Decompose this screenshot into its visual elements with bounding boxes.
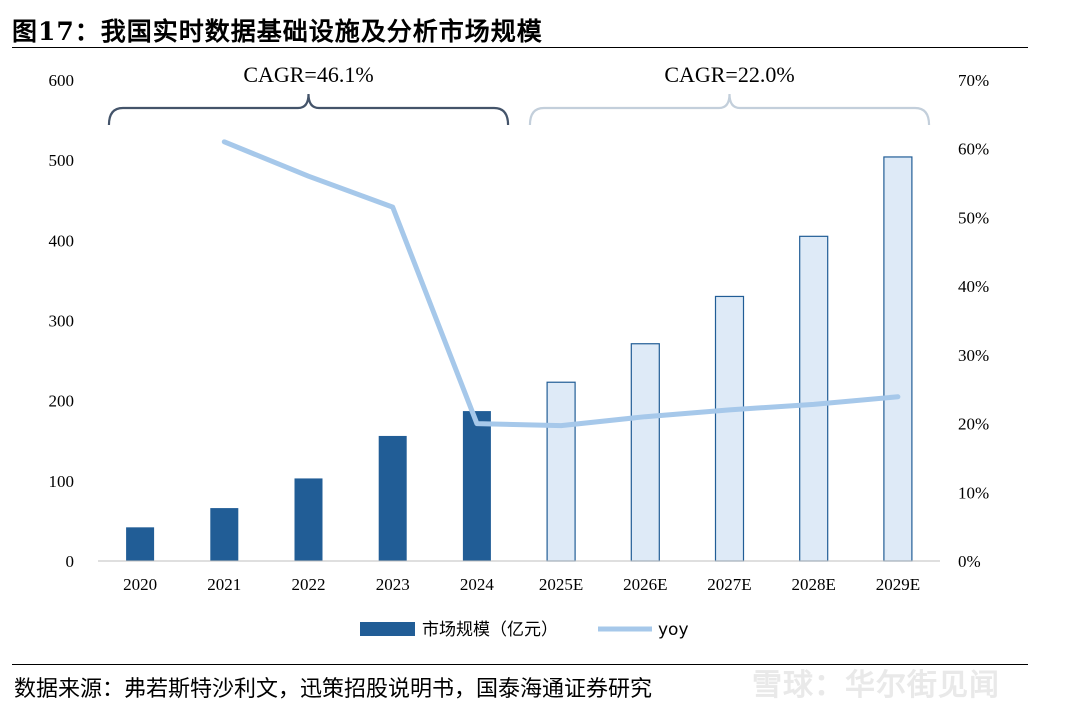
y-left-tick-label: 100 xyxy=(49,472,75,491)
cagr-label-2: CAGR=22.0% xyxy=(664,62,794,87)
y-left-tick-label: 0 xyxy=(66,552,75,571)
y-right-tick-label: 30% xyxy=(958,346,989,365)
legend-label-bar: 市场规模（亿元） xyxy=(422,620,558,640)
x-tick-label: 2027E xyxy=(707,575,751,594)
y-right-tick-label: 40% xyxy=(958,277,989,296)
x-tick-label: 2022 xyxy=(292,575,326,594)
y-left-tick-label: 600 xyxy=(49,71,75,90)
y-left-tick-label: 300 xyxy=(49,312,75,331)
x-tick-label: 2024 xyxy=(460,575,495,594)
bar-2028E xyxy=(799,235,829,562)
y-left-tick-label: 200 xyxy=(49,392,75,411)
cagr-annotations: CAGR=46.1% CAGR=22.0% xyxy=(107,62,931,126)
bar-2024 xyxy=(462,411,491,561)
cagr-label-1: CAGR=46.1% xyxy=(243,62,373,87)
cagr-brace-2 xyxy=(528,93,931,126)
y-right-tick-label: 50% xyxy=(958,208,989,227)
source-note: 数据来源：弗若斯特沙利文，迅策招股说明书，国泰海通证券研究 xyxy=(14,677,653,702)
x-tick-label: 2026E xyxy=(623,575,667,594)
bar-2020 xyxy=(126,527,155,561)
x-tick-label: 2028E xyxy=(792,575,836,594)
y-right-tick-label: 70% xyxy=(958,71,989,90)
bar-series xyxy=(126,156,913,562)
watermark: 雪球：华尔街见闻 xyxy=(752,668,1000,703)
source-rule xyxy=(12,664,1028,665)
cagr-brace-1 xyxy=(107,93,510,126)
yoy-line xyxy=(221,139,901,429)
legend-swatch-bar xyxy=(360,622,415,636)
y-right-tick-label: 20% xyxy=(958,415,989,434)
chart: 2020 2021 2022 2023 2024 2025E 2026E 2027E 2028E… xyxy=(49,62,990,640)
x-tick-label: 2029E xyxy=(876,575,920,594)
figure-title: 图17：我国实时数据基础设施及分析市场规模 xyxy=(12,17,543,46)
bar-2022 xyxy=(294,478,323,561)
title-rule xyxy=(12,47,1028,48)
bar-2025E xyxy=(546,381,576,562)
x-tick-label: 2021 xyxy=(207,575,241,594)
bar-2023 xyxy=(378,435,407,561)
axes: 2020 2021 2022 2023 2024 2025E 2026E 2027E 2028E… xyxy=(49,71,990,594)
y-right-tick-label: 60% xyxy=(958,140,989,159)
yoy-series xyxy=(221,139,901,429)
legend: 市场规模（亿元） yoy xyxy=(360,620,689,640)
bar-2026E xyxy=(630,343,660,562)
y-left-tick-label: 500 xyxy=(49,151,75,170)
legend-label-line: yoy xyxy=(658,620,689,640)
bar-2029E xyxy=(883,156,913,562)
y-right-tick-label: 10% xyxy=(958,483,989,502)
x-tick-label: 2023 xyxy=(376,575,410,594)
y-right-tick-label: 0% xyxy=(958,552,981,571)
bar-2021 xyxy=(210,508,239,561)
bar-2027E xyxy=(714,295,745,562)
x-tick-label: 2025E xyxy=(539,575,583,594)
x-tick-label: 2020 xyxy=(123,575,157,594)
y-left-tick-label: 400 xyxy=(49,231,75,250)
